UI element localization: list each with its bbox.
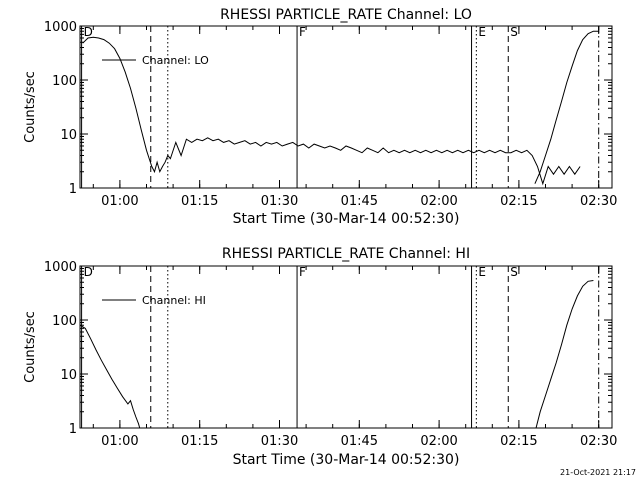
panel-lo: RHESSI PARTICLE_RATE Channel: LO 1 10 100 10… xyxy=(23,7,617,227)
y-tick-label: 10 xyxy=(60,368,77,383)
x-tick-label: 02:00 xyxy=(420,194,457,209)
plot-frame xyxy=(79,25,613,189)
chart-title: RHESSI PARTICLE_RATE Channel: LO xyxy=(220,7,472,23)
marker-label: F xyxy=(299,25,306,39)
timestamp: 21-Oct-2021 21:17 xyxy=(560,468,636,477)
marker-label: S xyxy=(510,25,518,39)
x-tick-label: 01:00 xyxy=(101,434,138,449)
plot-frame xyxy=(79,265,613,429)
x-tick-label: 02:30 xyxy=(580,194,617,209)
y-tick-label: 1000 xyxy=(44,260,77,275)
y-tick-label: 1 xyxy=(69,182,77,197)
y-tick-label: 100 xyxy=(52,314,77,329)
marker-label: S xyxy=(510,265,518,279)
x-tick-label: 01:45 xyxy=(341,434,378,449)
x-tick-label: 02:15 xyxy=(500,434,537,449)
x-axis-label: Start Time (30-Mar-14 00:52:30) xyxy=(233,211,460,227)
y-tick-label: 100 xyxy=(52,74,77,89)
x-tick-label: 01:15 xyxy=(181,194,218,209)
x-axis-label: Start Time (30-Mar-14 00:52:30) xyxy=(233,452,460,468)
x-tick-label: 01:00 xyxy=(101,194,138,209)
series-line xyxy=(80,324,141,428)
y-tick-label: 1 xyxy=(69,422,77,437)
y-tick-label: 1000 xyxy=(44,20,77,35)
marker-label: E xyxy=(478,25,486,39)
panel-hi: RHESSI PARTICLE_RATE Channel: HI 1 10 100 10… xyxy=(23,246,617,468)
y-tick-label: 10 xyxy=(60,128,77,143)
y-axis-label: Counts/sec xyxy=(23,71,38,143)
marker-label: F xyxy=(299,265,306,279)
series-line xyxy=(534,30,599,184)
marker-label: E xyxy=(478,265,486,279)
legend-label: Channel: LO xyxy=(142,54,209,67)
x-tick-label: 01:45 xyxy=(341,194,378,209)
x-tick-label: 02:15 xyxy=(500,194,537,209)
chart-title: RHESSI PARTICLE_RATE Channel: HI xyxy=(222,246,470,262)
series-line xyxy=(82,36,581,186)
y-axis-label: Counts/sec xyxy=(23,311,38,383)
x-tick-label: 02:00 xyxy=(420,434,457,449)
x-tick-label: 01:15 xyxy=(181,434,218,449)
x-tick-label: 02:30 xyxy=(580,434,617,449)
x-tick-label: 01:30 xyxy=(261,194,298,209)
marker-label: D xyxy=(84,25,93,39)
legend-label: Channel: HI xyxy=(142,294,206,307)
x-tick-label: 01:30 xyxy=(261,434,298,449)
series-line xyxy=(535,280,594,428)
marker-label: D xyxy=(84,265,93,279)
